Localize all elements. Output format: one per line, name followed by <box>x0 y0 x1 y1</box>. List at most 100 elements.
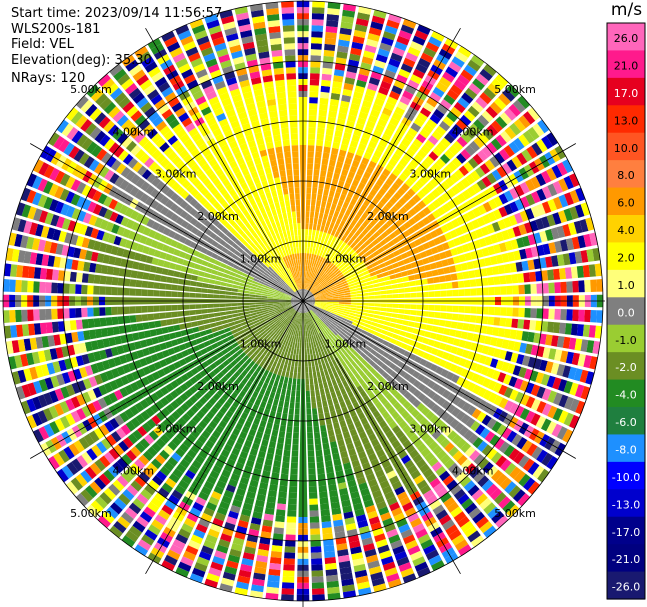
ppi-bin <box>45 268 53 280</box>
ppi-bin <box>477 387 487 398</box>
ppi-bin <box>344 517 356 525</box>
ppi-bin <box>394 383 403 392</box>
ppi-bin <box>311 260 315 267</box>
ppi-bin <box>304 342 307 349</box>
ppi-bin <box>105 370 115 381</box>
ppi-bin <box>530 205 541 218</box>
ppi-bin <box>297 366 301 373</box>
ppi-bin <box>180 373 189 382</box>
ppi-bin <box>330 339 336 346</box>
ppi-bin <box>312 223 317 231</box>
ppi-bin <box>112 267 120 276</box>
ppi-bin <box>345 176 353 185</box>
ppi-bin <box>305 271 307 278</box>
ppi-bin <box>305 366 309 373</box>
ppi-bin <box>285 302 292 304</box>
ppi-bin <box>378 420 388 429</box>
ppi-bin <box>319 307 326 311</box>
ppi-bin <box>292 310 297 316</box>
ppi-bin <box>282 407 289 414</box>
ppi-bin <box>285 302 292 305</box>
ppi-bin <box>357 217 365 225</box>
ppi-bin <box>463 429 474 441</box>
ppi-bin <box>185 370 194 379</box>
ppi-bin <box>569 414 580 429</box>
ppi-bin <box>230 359 238 367</box>
ppi-bin <box>318 352 323 359</box>
ppi-bin <box>372 489 383 499</box>
ppi-bin <box>478 132 490 145</box>
ppi-bin <box>396 518 408 528</box>
ppi-bin <box>479 163 491 175</box>
ppi-bin <box>329 314 336 318</box>
ppi-bin <box>159 290 166 297</box>
ppi-bin <box>489 255 498 265</box>
ppi-bin <box>256 554 268 563</box>
ppi-bin <box>250 337 258 344</box>
ppi-bin <box>473 471 485 483</box>
ppi-bin <box>173 324 181 332</box>
ppi-bin <box>113 356 122 367</box>
ppi-bin <box>327 116 336 124</box>
ppi-bin <box>291 450 299 457</box>
ppi-bin <box>248 335 256 341</box>
ppi-bin <box>35 365 44 378</box>
ppi-bin <box>545 256 553 268</box>
ppi-bin <box>26 173 37 188</box>
ppi-bin <box>412 379 422 389</box>
ppi-bin <box>320 298 327 300</box>
ppi-bin <box>442 116 454 127</box>
ppi-bin <box>366 554 379 564</box>
ppi-bin <box>313 169 320 176</box>
ppi-bin <box>466 210 476 220</box>
ppi-bin <box>210 523 222 533</box>
ppi-bin <box>465 463 477 475</box>
ppi-bin <box>507 363 516 374</box>
ppi-bin <box>306 193 311 200</box>
ppi-bin <box>359 456 369 465</box>
ppi-bin <box>346 246 353 253</box>
ppi-bin <box>314 295 321 298</box>
ppi-bin <box>155 400 165 410</box>
ppi-bin <box>235 422 243 431</box>
ppi-bin <box>267 294 274 297</box>
ppi-bin <box>340 207 347 215</box>
ppi-bin <box>294 305 299 310</box>
ppi-bin <box>386 331 394 338</box>
ppi-bin <box>330 184 337 192</box>
ppi-bin <box>311 570 324 577</box>
ppi-bin <box>344 77 356 85</box>
ppi-bin <box>586 248 595 262</box>
ppi-bin <box>360 417 369 426</box>
ppi-bin <box>335 205 342 213</box>
ppi-bin <box>504 126 517 140</box>
ppi-bin <box>303 265 306 272</box>
ppi-bin <box>348 59 360 68</box>
ppi-bin <box>269 359 275 366</box>
ppi-bin <box>568 252 577 265</box>
ppi-bin <box>491 221 501 232</box>
ppi-bin <box>198 551 212 561</box>
ppi-bin <box>398 247 406 254</box>
ppi-bin <box>141 305 148 313</box>
ppi-bin <box>150 403 160 414</box>
ppi-bin <box>342 584 356 593</box>
ppi-bin <box>371 15 385 25</box>
ppi-bin <box>299 324 301 331</box>
ppi-bin <box>311 360 315 367</box>
ppi-bin <box>240 321 248 326</box>
ppi-bin <box>154 320 162 328</box>
ppi-bin <box>367 352 375 360</box>
ppi-bin <box>312 290 318 295</box>
ppi-bin <box>474 269 482 278</box>
ppi-bin <box>292 432 299 439</box>
ppi-bin <box>472 511 485 524</box>
ppi-bin <box>294 305 300 311</box>
ppi-bin <box>71 208 81 220</box>
ppi-bin <box>331 275 338 281</box>
ppi-bin <box>517 319 525 329</box>
ppi-bin <box>307 336 311 343</box>
ppi-bin <box>332 452 340 461</box>
ppi-bin <box>313 175 319 182</box>
ppi-bin <box>412 453 423 464</box>
